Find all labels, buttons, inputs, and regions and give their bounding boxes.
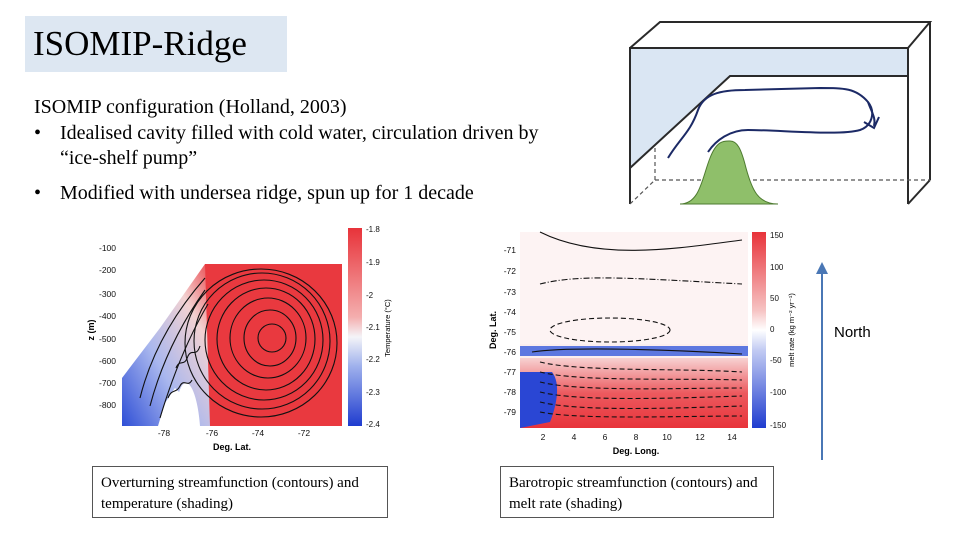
caption-left: Overturning streamfunction (contours) an… bbox=[92, 466, 388, 518]
bullet-symbol: • bbox=[34, 122, 42, 144]
colorbar-tick-label: -2.1 bbox=[366, 323, 380, 332]
box-hidden-edge bbox=[629, 179, 656, 205]
x-axis-label: Deg. Long. bbox=[613, 446, 660, 456]
x-tick-label: 10 bbox=[662, 432, 672, 442]
x-tick-label: 4 bbox=[572, 432, 577, 442]
streamfunction-contours bbox=[139, 268, 338, 419]
x-axis-label: Deg. Lat. bbox=[213, 442, 251, 452]
x-tick-label: 2 bbox=[541, 432, 546, 442]
colorbar-ticks: 150 100 50 0 -50 -100 -150 bbox=[770, 231, 787, 430]
colorbar bbox=[752, 232, 766, 428]
y-tick-label: -600 bbox=[99, 356, 116, 366]
y-tick-label: -73 bbox=[504, 287, 517, 297]
ridge-mask bbox=[174, 383, 200, 426]
bullet-text: Modified with undersea ridge, spun up fo… bbox=[60, 182, 474, 204]
x-tick-label: 12 bbox=[695, 432, 705, 442]
x-tick-label: 6 bbox=[603, 432, 608, 442]
cold-patch bbox=[520, 372, 558, 428]
title-box: ISOMIP-Ridge bbox=[25, 16, 287, 72]
x-axis-ticks: -78 -76 -74 -72 bbox=[158, 428, 311, 438]
box-top-back bbox=[629, 21, 933, 49]
y-tick-label: -76 bbox=[504, 347, 517, 357]
intro-text: ISOMIP configuration (Holland, 2003) bbox=[34, 96, 347, 118]
north-label: North bbox=[834, 324, 871, 341]
x-tick-label: -76 bbox=[206, 428, 219, 438]
box-bottom-right bbox=[907, 179, 931, 205]
y-tick-label: -75 bbox=[504, 327, 517, 337]
temperature-plot: -100 -200 -300 -400 -500 -600 -700 -800 … bbox=[86, 225, 392, 452]
x-tick-label: 8 bbox=[634, 432, 639, 442]
y-tick-label: -400 bbox=[99, 311, 116, 321]
y-tick-label: -100 bbox=[99, 243, 116, 253]
y-tick-label: -500 bbox=[99, 334, 116, 344]
y-axis-label: z (m) bbox=[86, 320, 96, 341]
colorbar-tick-label: -2.2 bbox=[366, 355, 380, 364]
ice-shelf bbox=[629, 47, 909, 171]
bullet-text: Idealised cavity filled with cold water,… bbox=[60, 122, 539, 169]
colorbar-tick-label: -50 bbox=[770, 356, 782, 365]
colorbar-tick-label: -1.8 bbox=[366, 225, 380, 234]
y-tick-label: -300 bbox=[99, 289, 116, 299]
colorbar-tick-label: -1.9 bbox=[366, 258, 380, 267]
ridge-shape bbox=[679, 140, 779, 205]
y-tick-label: -700 bbox=[99, 378, 116, 388]
bullet-symbol: • bbox=[34, 182, 42, 204]
y-axis-ticks: -100 -200 -300 -400 -500 -600 -700 -800 bbox=[99, 243, 116, 410]
colorbar-tick-label: -100 bbox=[770, 388, 787, 397]
x-axis-ticks: 2 4 6 8 10 12 14 bbox=[541, 432, 737, 442]
colorbar-tick-label: 100 bbox=[770, 263, 784, 272]
y-axis-label: Deg. Lat. bbox=[488, 311, 498, 349]
colorbar-tick-label: -2 bbox=[366, 291, 374, 300]
y-tick-label: -200 bbox=[99, 265, 116, 275]
y-tick-label: -72 bbox=[504, 266, 517, 276]
circulation-arrowhead bbox=[863, 116, 880, 130]
y-tick-label: -71 bbox=[504, 245, 517, 255]
y-axis-ticks: -71 -72 -73 -74 -75 -76 -77 -78 -79 bbox=[504, 245, 517, 417]
circulation-loop bbox=[867, 101, 876, 127]
north-arrow-head bbox=[816, 262, 828, 274]
x-tick-label: 14 bbox=[727, 432, 737, 442]
caption-right: Barotropic streamfunction (contours) and… bbox=[500, 466, 774, 518]
colorbar-tick-label: 50 bbox=[770, 294, 779, 303]
colorbar-tick-label: 0 bbox=[770, 325, 775, 334]
x-tick-label: -78 bbox=[158, 428, 171, 438]
colorbar-label: melt rate (kg m⁻² yr⁻¹) bbox=[787, 293, 796, 367]
blue-band bbox=[520, 346, 748, 356]
colorbar-tick-label: -2.3 bbox=[366, 388, 380, 397]
temperature-field bbox=[205, 264, 342, 426]
x-tick-label: -74 bbox=[252, 428, 265, 438]
colorbar-tick-label: -2.4 bbox=[366, 420, 380, 429]
barotropic-contours bbox=[531, 231, 743, 418]
colorbar-label: Temperature (°C) bbox=[383, 299, 392, 357]
y-tick-label: -74 bbox=[504, 307, 517, 317]
colorbar-tick-label: 150 bbox=[770, 231, 784, 240]
colorbar-ticks: -1.8 -1.9 -2 -2.1 -2.2 -2.3 -2.4 bbox=[366, 225, 380, 429]
colorbar-tick-label: -150 bbox=[770, 421, 787, 430]
y-tick-label: -800 bbox=[99, 400, 116, 410]
cavity-schematic bbox=[629, 21, 933, 205]
upper-field bbox=[520, 232, 748, 344]
x-tick-label: -72 bbox=[298, 428, 311, 438]
y-tick-label: -78 bbox=[504, 387, 517, 397]
y-tick-label: -79 bbox=[504, 407, 517, 417]
north-arrow bbox=[816, 262, 828, 460]
y-tick-label: -77 bbox=[504, 367, 517, 377]
colorbar bbox=[348, 228, 362, 426]
page-title: ISOMIP-Ridge bbox=[33, 24, 247, 63]
melt-rate-plot: -71 -72 -73 -74 -75 -76 -77 -78 -79 Deg.… bbox=[488, 231, 796, 456]
